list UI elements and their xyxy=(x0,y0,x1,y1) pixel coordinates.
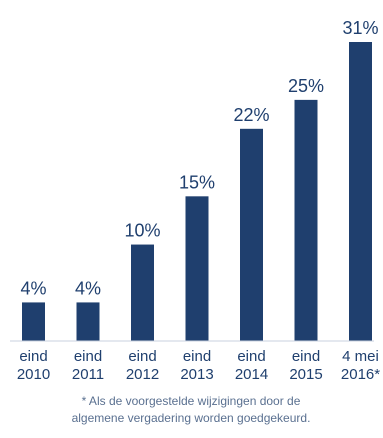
bar-4 xyxy=(185,196,209,341)
x-tick-label-2-line-2: 2011 xyxy=(72,366,104,383)
value-label-1: 4% xyxy=(20,278,46,298)
value-label-4: 15% xyxy=(179,172,215,192)
x-tick-label-3-line-2: 2012 xyxy=(126,366,159,383)
x-tick-label-4-line-2: 2013 xyxy=(180,366,213,383)
x-tick-label-6-line-1: eind xyxy=(292,348,320,365)
x-tick-label-2-line-1: eind xyxy=(74,348,102,365)
bars-group xyxy=(22,42,372,341)
value-label-5: 22% xyxy=(233,105,269,125)
x-tick-label-7-line-1: 4 mei xyxy=(342,348,379,365)
value-label-3: 10% xyxy=(124,221,160,241)
x-tick-label-5-line-1: eind xyxy=(237,348,265,365)
x-tick-label-6-line-2: 2015 xyxy=(289,366,322,383)
x-tick-label-5-line-2: 2014 xyxy=(235,366,268,383)
x-tick-label-1-line-2: 2010 xyxy=(17,366,50,383)
value-label-6: 25% xyxy=(288,76,324,96)
bar-1 xyxy=(22,302,45,341)
bar-5 xyxy=(240,128,263,341)
bar-3 xyxy=(131,244,154,341)
footnote-line-1: * Als de voorgestelde wijzigingen door d… xyxy=(82,394,301,408)
x-tick-label-4-line-1: eind xyxy=(183,348,211,365)
x-tick-label-3-line-1: eind xyxy=(128,348,156,365)
footnote-line-2: algemene vergadering worden goedgekeurd. xyxy=(72,411,311,425)
bar-2 xyxy=(76,302,100,341)
value-label-7: 31% xyxy=(342,18,378,38)
value-labels-group: 4% 4% 10% 15% 22% 25% 31% xyxy=(20,18,378,298)
value-label-2: 4% xyxy=(75,278,101,298)
bar-6 xyxy=(294,99,318,341)
x-tick-labels-group: eind2010eind2011eind2012eind2013eind2014… xyxy=(17,348,380,383)
x-tick-label-1-line-1: eind xyxy=(19,348,47,365)
bar-7 xyxy=(349,42,372,341)
x-tick-label-7-line-2: 2016* xyxy=(341,366,380,383)
